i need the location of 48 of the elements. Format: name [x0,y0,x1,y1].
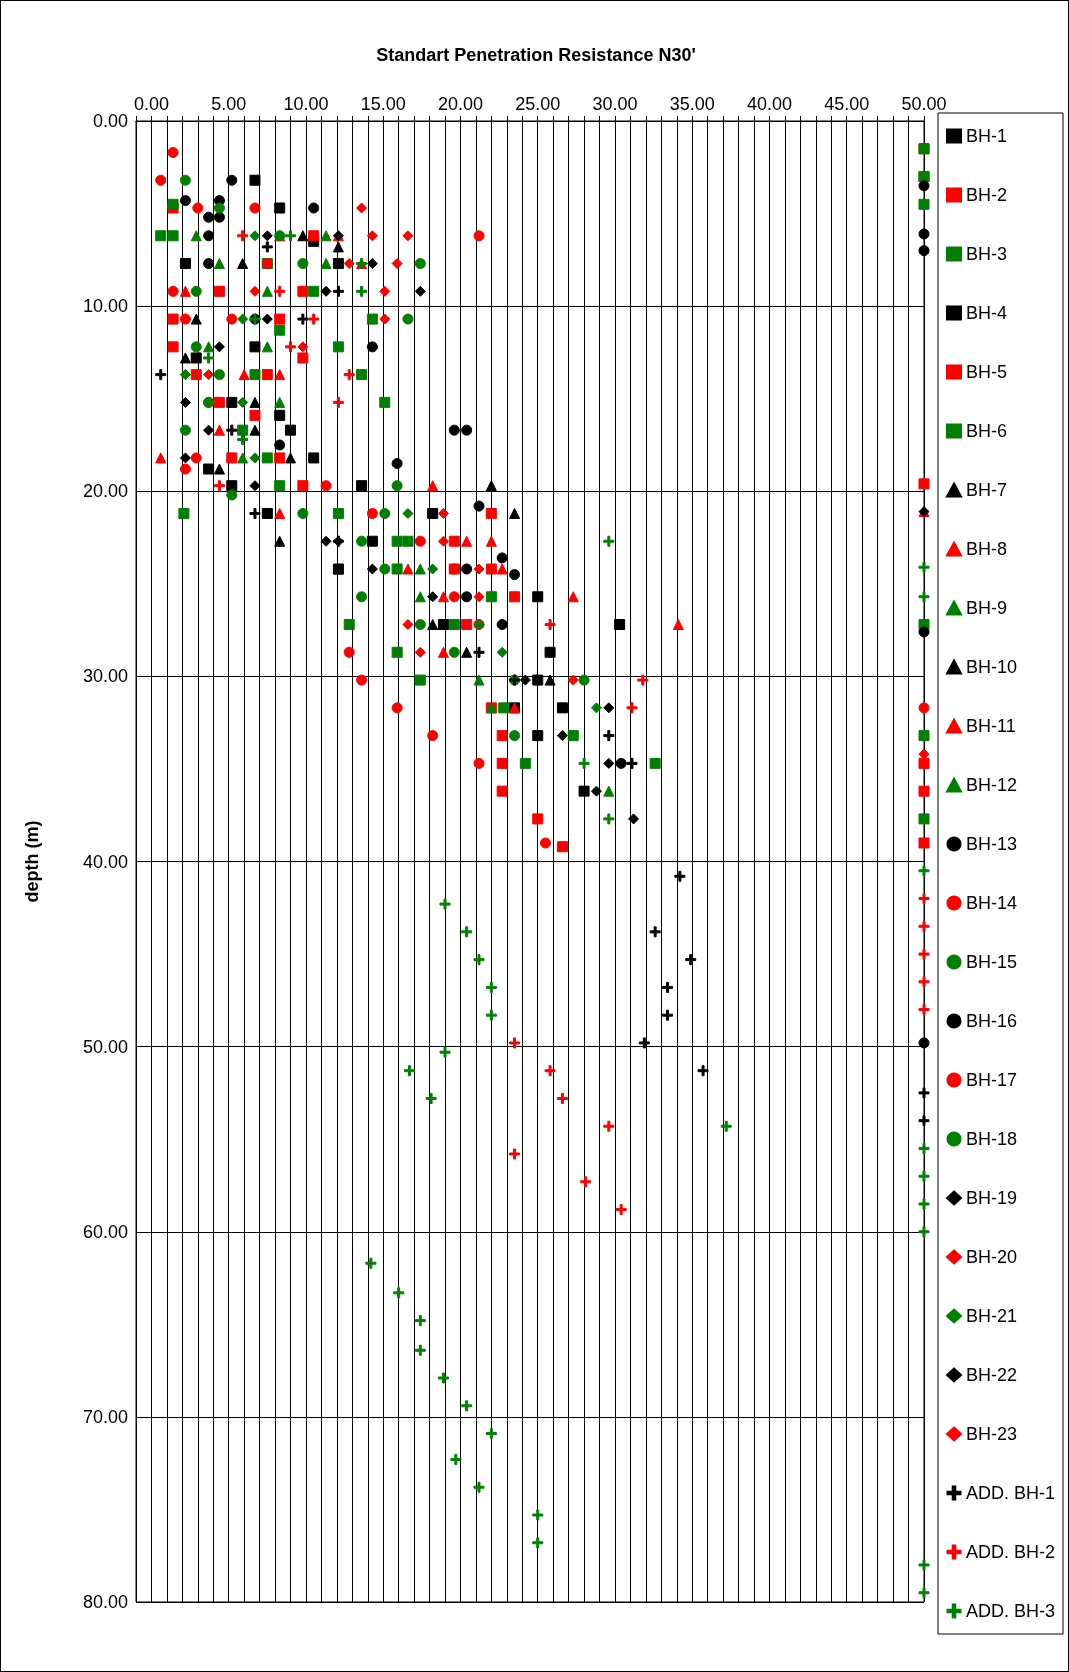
legend-label: BH-21 [966,1306,1018,1326]
x-tick-label: 40.00 [746,94,793,114]
legend-label: BH-1 [966,126,1008,146]
legend-label: BH-23 [966,1424,1018,1444]
legend-label: BH-2 [966,185,1008,205]
legend-label: BH-5 [966,362,1008,382]
x-tick-label: 25.00 [515,94,561,114]
legend-label: BH-14 [966,893,1018,913]
y-tick-label: 50.00 [82,1036,128,1057]
chart-title: Standart Penetration Resistance N30' [376,45,696,65]
x-tick-label: 10.00 [283,94,329,114]
legend-label: BH-3 [966,244,1008,264]
legend-label: BH-17 [966,1070,1018,1090]
legend-label: BH-13 [966,834,1018,854]
legend-label: BH-15 [966,952,1018,972]
legend-label: BH-6 [966,421,1008,441]
y-tick-label: 0.00 [92,111,128,131]
y-tick-label: 30.00 [82,666,128,687]
x-tick-label: 35.00 [669,94,715,114]
legend-label: BH-16 [966,1011,1018,1031]
legend-label: BH-10 [966,657,1018,677]
y-tick-label: 80.00 [82,1592,128,1612]
legend-label: BH-9 [966,598,1008,618]
legend-label: ADD. BH-2 [966,1542,1056,1562]
legend-label: BH-8 [966,539,1008,559]
legend-label: ADD. BH-3 [966,1601,1056,1621]
x-tick-label: 0.00 [133,94,169,114]
y-tick-label: 10.00 [82,296,128,317]
x-tick-label: 45.00 [824,94,870,114]
x-tick-label: 50.00 [901,94,947,114]
legend-label: BH-18 [966,1129,1018,1149]
legend-label: BH-20 [966,1247,1018,1267]
legend-label: BH-11 [966,716,1016,736]
legend-label: BH-12 [966,775,1018,795]
x-tick-label: 30.00 [592,94,638,114]
legend-label: BH-19 [966,1188,1018,1208]
y-axis-title: depth (m) [22,820,42,903]
legend-label: BH-7 [966,480,1008,500]
legend-label: BH-4 [966,303,1008,323]
y-tick-label: 60.00 [82,1221,128,1242]
x-tick-label: 5.00 [211,94,247,114]
y-tick-label: 20.00 [82,481,128,502]
y-tick-label: 40.00 [82,851,128,872]
x-tick-label: 20.00 [437,94,483,114]
legend-label: BH-22 [966,1365,1018,1385]
y-tick-label: 70.00 [82,1406,128,1427]
legend-label: ADD. BH-1 [966,1483,1056,1503]
x-tick-label: 15.00 [360,94,406,114]
